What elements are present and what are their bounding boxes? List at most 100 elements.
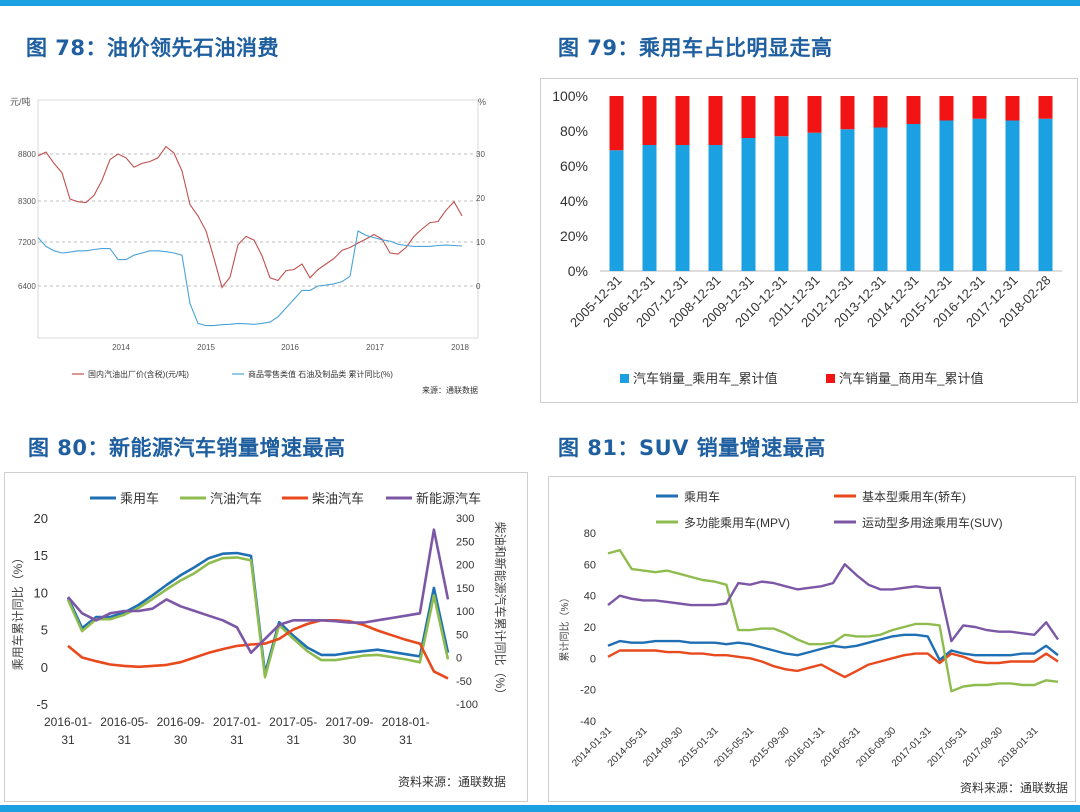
bar-passenger [972, 118, 987, 271]
y-left-tick-label: 10 [34, 585, 48, 600]
x-tick-label: 2016 [281, 343, 299, 352]
fig79-title: 图 79：乘用车占比明显走高 [558, 36, 833, 60]
y-right-tick-label: 20 [476, 194, 485, 203]
series-line-4 [67, 528, 450, 655]
fig81-chart: 80 60 40 20 0 -20 -40 累计同比（%） 2014-01-31 2014-05-… [548, 476, 1076, 802]
legend-label: 国内汽油出厂价(含税)(元/吨) [88, 369, 189, 379]
series-line-2 [37, 230, 463, 327]
x-tick-label: 2016-09- [157, 715, 205, 729]
legend-label: 基本型乘用车(轿车) [862, 489, 966, 504]
x-tick-label: 2016-01- [44, 715, 92, 729]
fig78-chart: 元/吨% 8800 8300 7200 6400 30 20 10 0 2014 2015 2016 2… [0, 80, 500, 410]
y-left-tick-label: 5 [41, 623, 48, 638]
bar-commercial [972, 96, 987, 119]
y-tick-label: -40 [580, 716, 596, 728]
bar-passenger [642, 145, 657, 271]
y-left-tick-label: 7200 [18, 238, 36, 247]
y-tick-label: 100% [552, 88, 588, 104]
y-tick-label: 60 [584, 559, 596, 571]
y-left-tick-label: -5 [36, 697, 48, 712]
legend-label: 柴油汽车 [312, 491, 364, 506]
bar-passenger [1005, 120, 1020, 271]
y-left-tick-label: 0 [41, 660, 48, 675]
legend-label: 新能源汽车 [416, 491, 481, 506]
series-line-4 [607, 563, 1059, 643]
source-note: 来源：通联数据 [422, 385, 478, 395]
bar-commercial [873, 96, 888, 128]
y-tick-label: 40% [560, 193, 588, 209]
bar-passenger [873, 127, 888, 271]
source-note: 资料来源：通联数据 [960, 780, 1068, 795]
bar-passenger [807, 132, 822, 271]
fig79-frame [540, 78, 1078, 403]
y-left-tick-label: 20 [34, 511, 48, 526]
x-tick-label: 31 [118, 733, 132, 747]
y-right-tick-label: -100 [456, 699, 478, 711]
x-tick-label: 2017-05- [269, 715, 317, 729]
x-tick-label: 31 [230, 733, 244, 747]
x-tick-label: 2017-01- [213, 715, 261, 729]
bar-passenger [675, 145, 690, 271]
y-tick-label: 40 [584, 591, 596, 603]
y-tick-label: -20 [580, 685, 596, 697]
bar-passenger [1038, 118, 1053, 271]
legend-label: 运动型多用途乘用车(SUV) [862, 515, 1003, 530]
x-tick-label: 30 [343, 733, 357, 747]
x-tick-label: 2016-05- [100, 715, 148, 729]
y-right-tick-label: 10 [476, 238, 485, 247]
legend-swatch [620, 374, 629, 383]
y-right-tick-label: 250 [456, 536, 474, 548]
y-tick-label: 20 [584, 622, 596, 634]
y-right-tick-label: 200 [456, 560, 474, 572]
y-tick-label: 0 [590, 653, 596, 665]
y-right-tick-label: 300 [456, 513, 474, 525]
bar-passenger [609, 150, 624, 271]
bar-passenger [939, 120, 954, 271]
bar-commercial [1005, 96, 1020, 121]
x-tick-label: 2017-09- [325, 715, 373, 729]
legend-label: 商品零售类值 石油及制品类 累计同比(%) [248, 369, 393, 379]
bar-commercial [609, 96, 624, 151]
fig80-title: 图 80：新能源汽车销量增速最高 [28, 436, 346, 460]
x-tick-label: 2018 [451, 343, 469, 352]
y-right-axis-label: 柴油和新能源汽车累计同比（%） [493, 522, 508, 701]
fig79-chart: 100% 80% 60% 40% 20% 0% 2005-12-31 2006-12-31 20… [540, 78, 1078, 403]
y-tick-label: 20% [560, 228, 588, 244]
left-unit-label: 元/吨 [10, 96, 31, 107]
legend-label: 多功能乘用车(MPV) [684, 515, 790, 530]
y-left-axis-label: 乘用车累计同比（%） [10, 552, 25, 671]
y-axis-label: 累计同比（%） [558, 593, 571, 662]
bar-commercial [1038, 96, 1053, 119]
series-line-2 [607, 649, 1059, 679]
legend-label: 汽油汽车 [210, 491, 262, 506]
legend-label: 乘用车 [120, 491, 159, 506]
bar-passenger [906, 124, 921, 271]
x-tick-label: 31 [287, 733, 301, 747]
bar-commercial [939, 96, 954, 121]
fig80-frame [4, 472, 528, 802]
legend-label: 汽车销量_乘用车_累计值 [633, 371, 777, 386]
y-right-tick-label: 0 [476, 282, 481, 291]
y-left-tick-label: 15 [34, 548, 48, 563]
bar-passenger [708, 145, 723, 271]
y-tick-label: 80% [560, 123, 588, 139]
fig80-chart: 20 15 10 5 0 -5 300 250 200 150 100 50 0 -50 -100 乘用车累计… [4, 472, 528, 802]
source-note: 资料来源：通联数据 [398, 774, 506, 789]
bar-commercial [906, 96, 921, 124]
plot-area [37, 99, 479, 339]
x-tick-label: 31 [399, 733, 413, 747]
y-right-tick-label: 0 [456, 653, 462, 665]
bar-commercial [675, 96, 690, 145]
y-tick-label: 60% [560, 158, 588, 174]
y-right-tick-label: 100 [456, 606, 474, 618]
bar-commercial [807, 96, 822, 133]
x-tick-label: 2015 [197, 343, 215, 352]
legend-swatch [826, 374, 835, 383]
y-right-tick-label: 150 [456, 583, 474, 595]
y-right-tick-label: 30 [476, 150, 485, 159]
x-tick-label: 2018-01- [382, 715, 430, 729]
y-left-tick-label: 6400 [18, 282, 36, 291]
series-line-3 [607, 549, 1059, 693]
bar-commercial [774, 96, 789, 137]
top-accent-bar [0, 0, 1080, 6]
